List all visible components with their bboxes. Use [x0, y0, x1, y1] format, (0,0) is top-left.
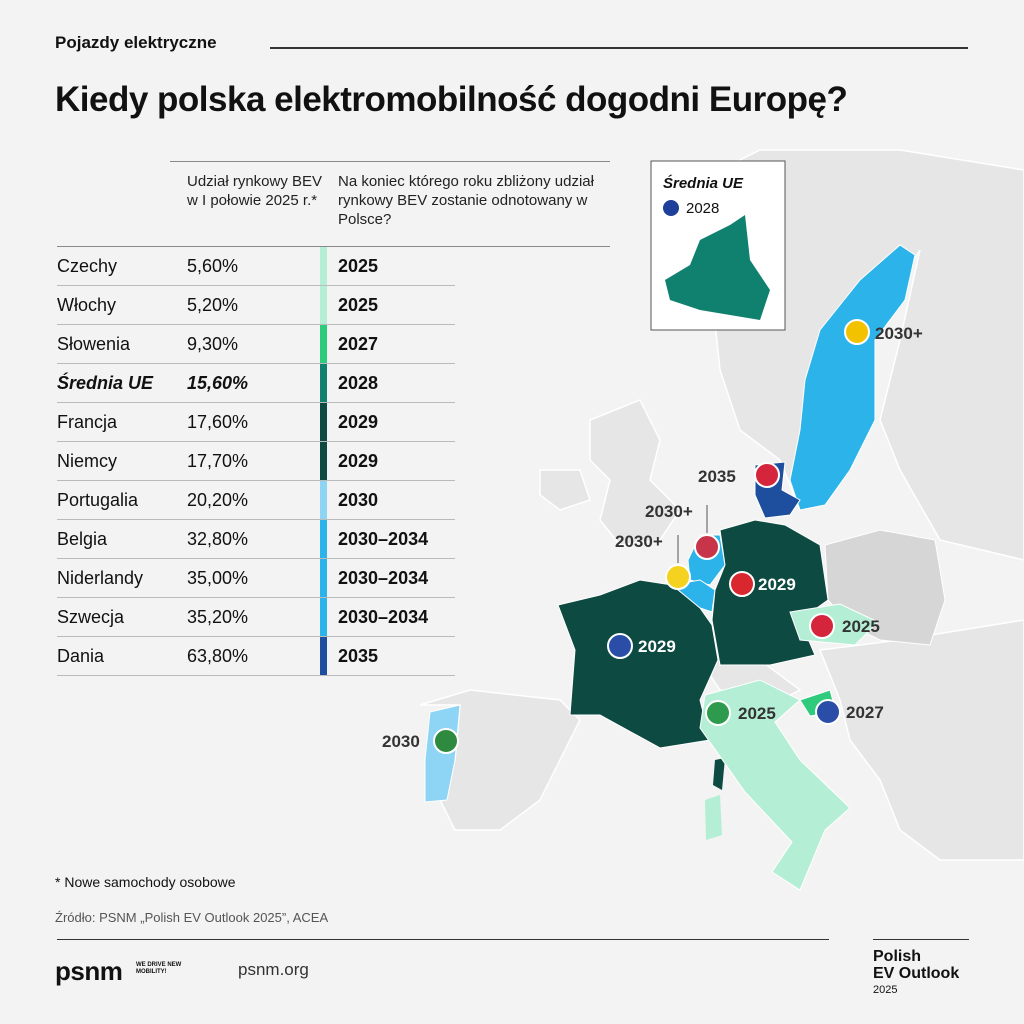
year: 2029 [338, 451, 379, 471]
category: Pojazdy elektryczne [55, 33, 217, 52]
flags [433, 319, 870, 754]
map-label: 2030+ [645, 502, 693, 521]
share: 5,20% [187, 295, 239, 315]
color-bar [320, 481, 327, 520]
country: Niemcy [57, 451, 118, 471]
rule [57, 939, 829, 940]
share: 35,20% [187, 607, 249, 627]
row-line [57, 519, 455, 520]
year: 2029 [338, 412, 379, 432]
map-label: 2025 [842, 617, 880, 636]
color-bar [320, 364, 327, 403]
footnote: * Nowe samochody osobowe [55, 874, 236, 890]
url: psnm.org [238, 960, 309, 979]
share: 5,60% [187, 256, 239, 276]
brand-year: 2025 [873, 984, 898, 996]
year: 2030 [338, 490, 379, 510]
country: Belgia [57, 529, 108, 549]
share: 17,60% [187, 412, 249, 432]
rule [270, 47, 968, 49]
map-label: 2035 [698, 467, 736, 486]
color-bar [320, 403, 327, 442]
color-bar [320, 442, 327, 481]
row-line [57, 558, 455, 559]
year: 2027 [338, 334, 379, 354]
column-header: Na koniec którego roku zbliżony udział r… [338, 173, 594, 228]
year: 2025 [338, 256, 379, 276]
row-line [57, 285, 455, 286]
color-bar [320, 598, 327, 637]
title: Kiedy polska elektromobilność dogodni Eu… [55, 80, 848, 119]
share: 15,60% [187, 373, 249, 393]
share: 35,00% [187, 568, 249, 588]
map-label: 2029 [758, 575, 796, 594]
year: 2028 [338, 373, 379, 393]
row-line [57, 636, 455, 637]
map-label: 2030 [382, 732, 420, 751]
color-bar [320, 637, 327, 676]
brand: Polish [873, 948, 922, 965]
country: Portugalia [57, 490, 139, 510]
color-bar [320, 286, 327, 325]
map-label: 2027 [846, 703, 884, 722]
country: Niderlandy [57, 568, 144, 588]
map-label: 2030+ [615, 532, 663, 551]
color-bar [320, 325, 327, 364]
year: 2030–2034 [338, 607, 429, 627]
map-label: 2029 [638, 637, 676, 656]
inset-year: 2028 [686, 200, 719, 217]
share: 17,70% [187, 451, 249, 471]
country: Francja [57, 412, 118, 432]
country: Słowenia [57, 334, 131, 354]
row-line [57, 402, 455, 403]
color-bar [320, 559, 327, 598]
inset-title: Średnia UE [663, 174, 744, 192]
year: 2030–2034 [338, 568, 429, 588]
color-bar [320, 247, 327, 286]
country: Dania [57, 646, 105, 666]
rule [170, 161, 610, 162]
year: 2030–2034 [338, 529, 429, 549]
tagline: WE DRIVE NEW MOBILITY! [136, 962, 182, 975]
sardinia [705, 795, 722, 840]
country: Czechy [57, 256, 118, 276]
sweden [789, 244, 916, 511]
row-line [57, 597, 455, 598]
source: Źródło: PSNM „Polish EV Outlook 2025”, A… [55, 910, 329, 925]
row-line [57, 675, 455, 676]
rule [873, 939, 969, 940]
row-line [57, 363, 455, 364]
brand: EV Outlook [873, 965, 960, 982]
france [557, 579, 719, 749]
share: 63,80% [187, 646, 249, 666]
logo: psnm [55, 956, 123, 986]
column-header: Udział rynkowy BEV w I połowie 2025 r.* [187, 173, 323, 209]
share: 20,20% [187, 490, 249, 510]
share: 32,80% [187, 529, 249, 549]
map-label: 2030+ [875, 324, 923, 343]
share: 9,30% [187, 334, 239, 354]
country: Włochy [57, 295, 117, 315]
row-line [57, 480, 455, 481]
color-bar [320, 520, 327, 559]
inset: Średnia UE 2028 [650, 160, 786, 331]
country: Szwecja [57, 607, 125, 627]
corsica [713, 758, 725, 790]
year: 2025 [338, 295, 379, 315]
row-line [57, 324, 455, 325]
row-line [57, 441, 455, 442]
year: 2035 [338, 646, 379, 666]
rule [57, 246, 610, 247]
country: Średnia UE [57, 373, 154, 393]
map-label: 2025 [738, 704, 776, 723]
